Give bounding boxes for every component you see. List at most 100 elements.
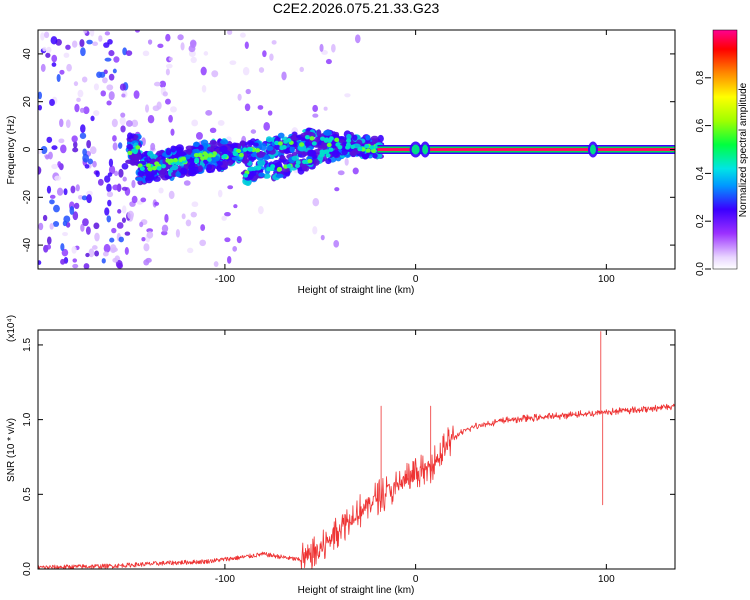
spectrogram-noise-point (147, 115, 155, 124)
spectrogram-noise-point (106, 215, 112, 223)
spectrogram-noise-point (82, 148, 87, 156)
spectrogram-noise-point (125, 120, 133, 127)
spectrogram-noise-point (51, 54, 58, 63)
spectrogram-noise-point (140, 197, 147, 203)
spectrogram-ridge-peak (137, 163, 143, 168)
spectrogram-ridge-peak (294, 163, 300, 169)
spectrogram-noise-point (153, 81, 161, 87)
spectrogram-ridge-point (304, 140, 311, 147)
spectrogram-noise-point (116, 222, 124, 229)
spectrogram-ridge-peak (135, 145, 141, 150)
spectrogram-noise-point (146, 231, 154, 239)
spectrogram-ridge-point (352, 134, 358, 141)
spectrogram-noise-point (52, 221, 60, 227)
spectrogram-noise-point (84, 164, 90, 169)
spectrogram-noise-point (319, 43, 324, 52)
spectrogram-ridge-peak (243, 173, 249, 178)
spectrogram-noise-point (213, 261, 219, 268)
spectrogram-ridge-peak (156, 166, 162, 171)
spectrogram-noise-point (101, 258, 106, 264)
spectrogram-noise-point (134, 30, 140, 33)
spectrogram-noise-point (145, 104, 150, 113)
spectrogram-noise-point (80, 124, 86, 133)
spectrogram-noise-point (168, 190, 175, 200)
colorbar-tick-label: 0.8 (695, 70, 706, 84)
spectrogram-ridge-point (217, 161, 223, 166)
spectrogram-ridge-point (277, 132, 285, 139)
spectrogram-ridge-point (346, 133, 352, 140)
spectrogram-noise-point (131, 195, 138, 204)
spectrogram-noise-point (106, 183, 112, 193)
spectrogram-noise-point (119, 83, 126, 91)
spectrogram-ridge-point (133, 134, 139, 140)
spectrogram-ridge-peak (172, 157, 178, 163)
spectrogram-noise-point (191, 119, 199, 127)
spectrogram-noise-point (74, 202, 80, 209)
spectrogram-noise-point (108, 158, 114, 167)
spectrogram-noise-point (70, 185, 76, 194)
spectrogram-noise-point (262, 50, 267, 58)
spectrogram-ridge-point (256, 151, 266, 158)
spectrogram-noise-point (60, 258, 66, 265)
spectrogram-heatmap (38, 30, 675, 269)
spectrogram-noise-point (62, 220, 68, 227)
spectrogram-noise-point (226, 136, 232, 142)
spectrogram-noise-point (87, 158, 94, 165)
spectrogram-noise-point (104, 207, 110, 216)
spectrogram-noise-point (242, 66, 250, 76)
spectrogram-noise-point (69, 205, 75, 215)
spectrogram-noise-point (51, 62, 57, 67)
spectrogram-noise-point (82, 153, 90, 163)
spectrogram-ridge-point (170, 145, 177, 153)
spectrogram-ridge-point (145, 173, 155, 181)
spectrogram-noise-point (40, 32, 45, 41)
spectrogram-ridge-point (317, 145, 324, 151)
spectrogram-noise-point (245, 88, 251, 95)
spectrogram-noise-point (156, 101, 162, 110)
spectrogram-ridge-peak (269, 166, 275, 171)
spectrogram-noise-point (63, 188, 68, 196)
snr-x-label: Height of straight line (km) (298, 585, 415, 596)
spectrogram-noise-point (121, 93, 126, 98)
spectrogram-noise-point (333, 240, 340, 248)
spectrogram-noise-point (244, 41, 249, 49)
spectrogram-ridge-peak (301, 159, 307, 165)
spectrogram-noise-point (122, 176, 127, 182)
spectrogram-ridge-peak (247, 147, 253, 152)
spectrogram-noise-point (165, 68, 170, 76)
spectrogram-noise-point (257, 105, 264, 110)
spectrogram-ridge-peak (193, 153, 199, 158)
snr-background (38, 330, 675, 569)
spectrogram-ridge-peak (311, 141, 317, 146)
spectrogram-ridge-point (147, 150, 154, 157)
spectrogram-ridge-peak (350, 144, 356, 150)
spectrogram-ridge-peak (200, 156, 206, 161)
spectrogram-noise-point (183, 180, 191, 186)
spectrogram-noise-point (232, 246, 238, 252)
spectrogram-ridge-peak (181, 156, 187, 161)
spectrogram-y-tick-label: 40 (22, 48, 33, 60)
spectrogram-ridge-point (247, 166, 256, 172)
spectrogram-noise-point (147, 39, 153, 45)
spectrogram-noise-point (239, 32, 246, 38)
spectrogram-y-label: Frequency (Hz) (6, 116, 17, 185)
spectrogram-noise-point (159, 80, 167, 88)
spectrogram-noise-point (122, 205, 127, 214)
spectrogram-panel: -100 0 100 -40 -20 0 20 40 Height of straight l… (6, 29, 676, 296)
spectrogram-noise-point (74, 103, 80, 113)
spectrogram-ridge-point (291, 133, 298, 142)
spectrogram-noise-point (165, 63, 173, 69)
spectrogram-ridge-point (247, 140, 255, 146)
spectrogram-ridge-point (279, 155, 286, 160)
spectrogram-ridge-point (206, 163, 213, 171)
spectrogram-noise-point (131, 179, 136, 189)
spectrogram-noise-point (320, 234, 325, 241)
colorbar-tick-label: 0.6 (695, 118, 706, 132)
spectrogram-noise-point (107, 199, 112, 207)
spectrogram-ridge-point (231, 142, 239, 149)
spectrogram-noise-point (106, 84, 114, 91)
spectrogram-noise-point (281, 71, 287, 81)
spectrogram-noise-point (114, 170, 119, 177)
spectrogram-ridge-peak (255, 148, 261, 153)
spectrogram-noise-point (88, 248, 95, 258)
